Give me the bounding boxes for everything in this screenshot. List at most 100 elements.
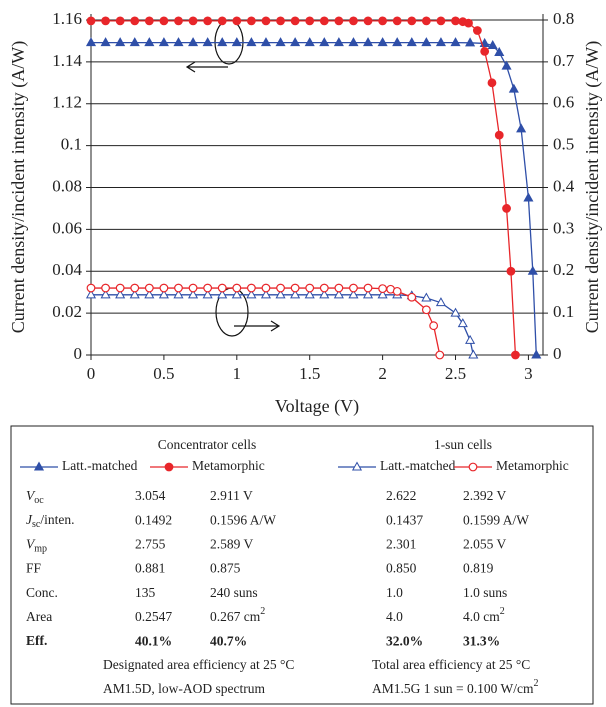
marker <box>159 16 169 26</box>
marker <box>363 16 373 26</box>
label-main: J <box>26 512 33 527</box>
marker <box>174 283 183 293</box>
marker <box>304 289 315 299</box>
series-line <box>91 294 474 356</box>
marker <box>144 16 154 26</box>
table-cell: 2.911 V <box>210 488 253 503</box>
marker <box>188 289 199 299</box>
marker <box>487 78 497 88</box>
marker <box>85 289 97 299</box>
marker <box>333 289 344 299</box>
marker <box>33 461 45 471</box>
marker <box>450 37 461 47</box>
legend-label: Latt.-matched <box>62 458 138 473</box>
y2-tick-label: 0.4 <box>553 176 575 195</box>
marker <box>260 289 272 299</box>
marker <box>85 37 97 47</box>
table-note: Designated area efficiency at 25 °C <box>103 657 294 672</box>
marker <box>101 283 110 293</box>
table-cell: 0.819 <box>463 561 494 576</box>
marker <box>363 283 373 293</box>
marker <box>451 16 460 26</box>
text-part: 4.0 cm <box>463 609 500 624</box>
y-tick-label: 1.16 <box>52 9 82 28</box>
marker <box>232 283 242 293</box>
marker <box>305 16 315 26</box>
table-header: 1-sun cells <box>434 437 492 452</box>
marker <box>349 16 358 26</box>
superscript: 2 <box>260 606 265 617</box>
label-main: FF <box>26 561 42 576</box>
marker <box>392 16 402 26</box>
marker <box>468 462 478 472</box>
marker <box>144 37 155 47</box>
marker <box>173 37 184 47</box>
table-note: AM1.5D, low-AOD spectrum <box>103 681 265 696</box>
label-main: V <box>26 488 36 503</box>
marker <box>246 289 257 299</box>
marker <box>378 16 388 26</box>
marker <box>174 16 183 26</box>
y2-tick-label: 0.1 <box>553 302 574 321</box>
label-rest: /inten. <box>40 512 74 527</box>
table-cell: 0.267 cm2 <box>210 606 265 624</box>
marker <box>276 16 285 26</box>
row-label: Area <box>26 609 52 624</box>
marker <box>407 16 417 26</box>
marker <box>406 37 417 47</box>
marker <box>115 37 126 47</box>
marker <box>511 350 520 360</box>
marker <box>217 289 228 299</box>
marker <box>480 47 490 56</box>
marker <box>290 16 300 26</box>
marker <box>349 283 358 293</box>
label-main: V <box>26 536 36 551</box>
row-label: FF <box>26 561 42 576</box>
text-part: AM1.5G 1 sun = 0.100 W/cm <box>372 681 534 696</box>
marker <box>86 283 96 293</box>
marker <box>188 283 198 293</box>
marker <box>472 26 482 35</box>
table-cell: 1.0 suns <box>463 585 507 600</box>
marker <box>129 289 140 299</box>
marker <box>527 265 538 275</box>
y2-tick-label: 0.7 <box>553 51 575 70</box>
x-tick-label: 0 <box>87 364 96 383</box>
marker <box>290 283 300 293</box>
marker <box>290 37 301 47</box>
x-tick-label: 0.5 <box>153 364 174 383</box>
marker <box>100 289 111 299</box>
marker <box>436 16 446 26</box>
y-tick-label: 0.1 <box>61 135 82 154</box>
table-header: Concentrator cells <box>158 437 257 452</box>
marker <box>130 283 140 293</box>
marker <box>144 283 154 293</box>
label-main: Conc. <box>26 585 58 600</box>
table-cell: 3.054 <box>135 488 166 503</box>
marker <box>217 283 227 293</box>
marker <box>506 266 516 276</box>
table-cell: 0.1492 <box>135 512 172 527</box>
y-tick-label: 0.02 <box>52 302 82 321</box>
marker <box>421 37 432 47</box>
label-sub: oc <box>34 495 44 506</box>
marker <box>101 16 110 26</box>
marker <box>100 37 111 47</box>
marker <box>275 37 286 47</box>
y-tick-label: 0.06 <box>52 218 82 237</box>
legend-entry: Metamorphic <box>454 458 569 473</box>
table-cell: 0.875 <box>210 561 241 576</box>
marker <box>319 283 329 293</box>
marker <box>378 284 388 294</box>
marker <box>348 37 359 47</box>
marker <box>129 37 140 47</box>
table-cell: 0.1596 A/W <box>210 512 276 527</box>
table-frame <box>10 425 594 705</box>
superscript: 2 <box>534 678 539 689</box>
table-cell: 40.7% <box>210 633 247 648</box>
marker <box>232 16 242 26</box>
marker <box>276 283 285 293</box>
marker <box>173 289 184 299</box>
label-sub: sc <box>32 519 41 530</box>
